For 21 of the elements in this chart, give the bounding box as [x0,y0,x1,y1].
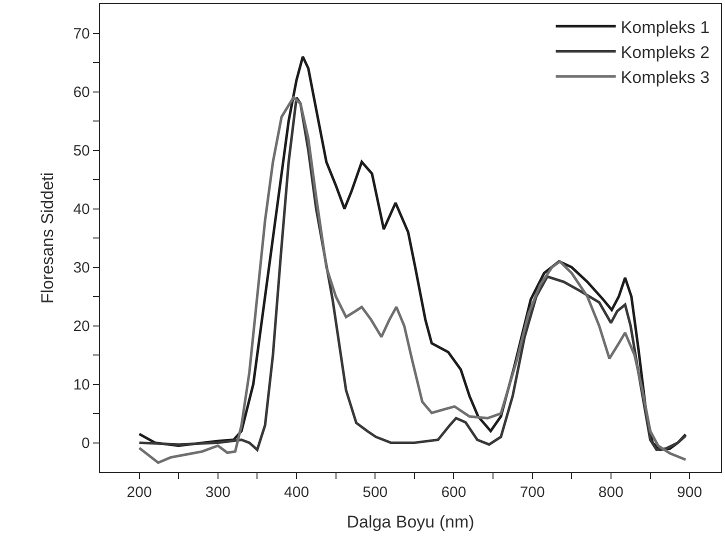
x-tick-label: 200 [126,484,152,502]
y-tick-label: 20 [73,318,90,335]
x-tick-label: 800 [598,484,624,502]
x-tick-label: 900 [677,484,702,502]
legend-label: Kompleks 1 [620,18,710,37]
x-tick-label: 400 [284,484,310,502]
y-tick-label: 10 [73,376,90,394]
legend-label: Kompleks 2 [620,42,710,62]
y-tick-label: 60 [73,84,90,101]
y-tick-label: 30 [73,260,90,276]
legend-label: Kompleks 3 [620,68,710,88]
y-tick-label: 40 [73,201,90,218]
x-axis-title: Dalga Boyu (nm) [346,512,474,532]
y-axis-title: Floresans Siddeti [38,172,57,304]
y-tick-label: 70 [73,26,90,42]
x-tick-label: 500 [362,484,388,502]
x-tick-label: 600 [441,484,466,502]
y-tick-label: 0 [82,435,90,452]
x-tick-label: 300 [205,484,230,502]
x-tick-label: 700 [520,484,545,502]
y-tick-label: 50 [73,142,90,160]
